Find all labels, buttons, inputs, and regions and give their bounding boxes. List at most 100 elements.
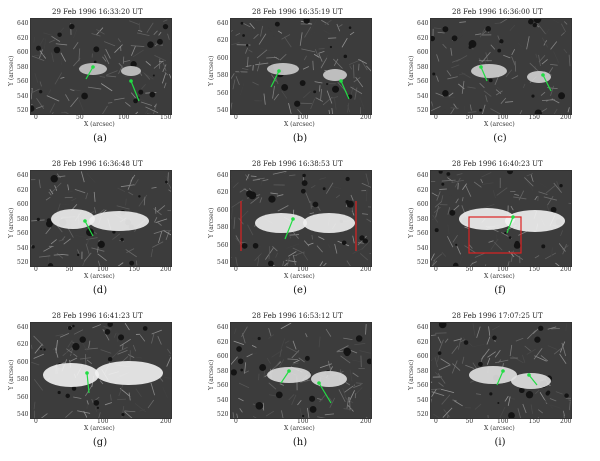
dark-spot	[130, 61, 137, 68]
dark-spot	[341, 240, 347, 246]
fibril	[536, 23, 546, 35]
fibril	[65, 94, 70, 102]
fibril	[453, 34, 463, 45]
fibril	[117, 38, 122, 43]
fibril	[49, 39, 56, 43]
dark-spot	[558, 92, 566, 100]
dark-spot	[93, 400, 100, 406]
fibril	[56, 173, 61, 179]
y-tick-label: 600	[17, 358, 29, 366]
x-axis-label: X (arcsec)	[284, 273, 315, 280]
dark-spot	[452, 262, 459, 266]
dark-spot	[508, 236, 512, 239]
fibril	[262, 179, 269, 182]
fibril	[446, 70, 452, 77]
fibril	[268, 382, 277, 390]
y-tick-label: 620	[17, 341, 29, 349]
fibril	[232, 182, 239, 188]
fibril	[150, 262, 154, 266]
fibril	[543, 196, 558, 201]
dark-spot	[245, 44, 249, 47]
dark-spot	[281, 84, 289, 91]
x-axis-label: X (arcsec)	[84, 425, 115, 432]
fibril	[514, 61, 517, 72]
y-tick-label: 600	[217, 206, 229, 214]
dark-spot	[538, 325, 544, 331]
dark-spot	[508, 412, 515, 418]
y-tick-label: 560	[17, 78, 29, 85]
fibril	[453, 338, 463, 342]
fibril	[365, 416, 368, 418]
y-tick-label: 520	[417, 411, 429, 418]
dark-spot	[332, 85, 340, 93]
fibril	[38, 179, 41, 189]
y-tick-label: 540	[217, 259, 229, 266]
fibril	[140, 101, 153, 106]
fibril	[365, 173, 370, 185]
x-axis-label: X (arcsec)	[84, 273, 115, 280]
fibril	[438, 382, 444, 387]
fibril	[313, 53, 320, 58]
fibril	[119, 338, 131, 347]
fibril	[246, 56, 249, 68]
panel-title: 29 Feb 1996 16:33:20 UT	[52, 8, 143, 16]
panel-title: 28 Feb 1996 16:53:12 UT	[252, 312, 343, 320]
fibril	[168, 73, 171, 79]
fibril	[485, 52, 489, 62]
dark-spot	[57, 390, 61, 395]
green-arrowhead	[479, 65, 483, 69]
fibril	[305, 333, 308, 338]
fibril	[434, 27, 442, 30]
fibril	[355, 382, 363, 384]
fibril	[540, 91, 546, 96]
green-arrow	[496, 370, 504, 386]
dark-spot	[497, 48, 502, 53]
x-tick-label: 50	[65, 266, 74, 273]
fibril	[118, 65, 123, 74]
fibril	[431, 391, 445, 396]
y-tick-label: 620	[217, 338, 229, 346]
fibril	[509, 344, 513, 357]
panel-caption: (a)	[93, 133, 107, 144]
green-arrowhead	[541, 73, 545, 77]
fibril	[333, 58, 343, 69]
fibril	[154, 54, 167, 62]
fibril	[239, 82, 245, 96]
fibril	[431, 389, 437, 397]
fibril	[472, 362, 478, 370]
fibril	[39, 81, 42, 87]
fibril	[461, 197, 464, 202]
x-tick-label: 0	[34, 266, 38, 273]
fibril	[39, 49, 43, 59]
dark-spot	[550, 206, 557, 213]
dark-spot	[71, 386, 77, 391]
y-tick-label: 620	[17, 34, 29, 42]
fibril	[431, 104, 435, 110]
fibril	[147, 399, 155, 409]
fibril	[456, 173, 463, 176]
fibril	[74, 188, 86, 194]
fibril	[443, 382, 450, 388]
fibril	[438, 339, 444, 353]
fibril	[164, 71, 169, 76]
fibril	[511, 355, 524, 364]
dark-spot	[142, 326, 148, 331]
fibril	[31, 88, 40, 94]
fibril	[324, 19, 332, 26]
fibril	[452, 363, 461, 371]
fibril	[114, 44, 123, 53]
fibril	[526, 36, 530, 50]
fibril	[456, 55, 468, 62]
fibril	[128, 392, 131, 401]
fibril	[545, 184, 556, 194]
fibril	[463, 25, 467, 34]
fibril	[328, 109, 331, 114]
fibril	[455, 198, 459, 204]
fibril	[86, 172, 96, 184]
fibril	[431, 217, 437, 221]
fibril	[136, 357, 142, 359]
y-tick-label: 560	[217, 89, 229, 97]
fibril	[509, 397, 516, 400]
fibril	[469, 104, 472, 111]
fibril	[292, 255, 296, 266]
